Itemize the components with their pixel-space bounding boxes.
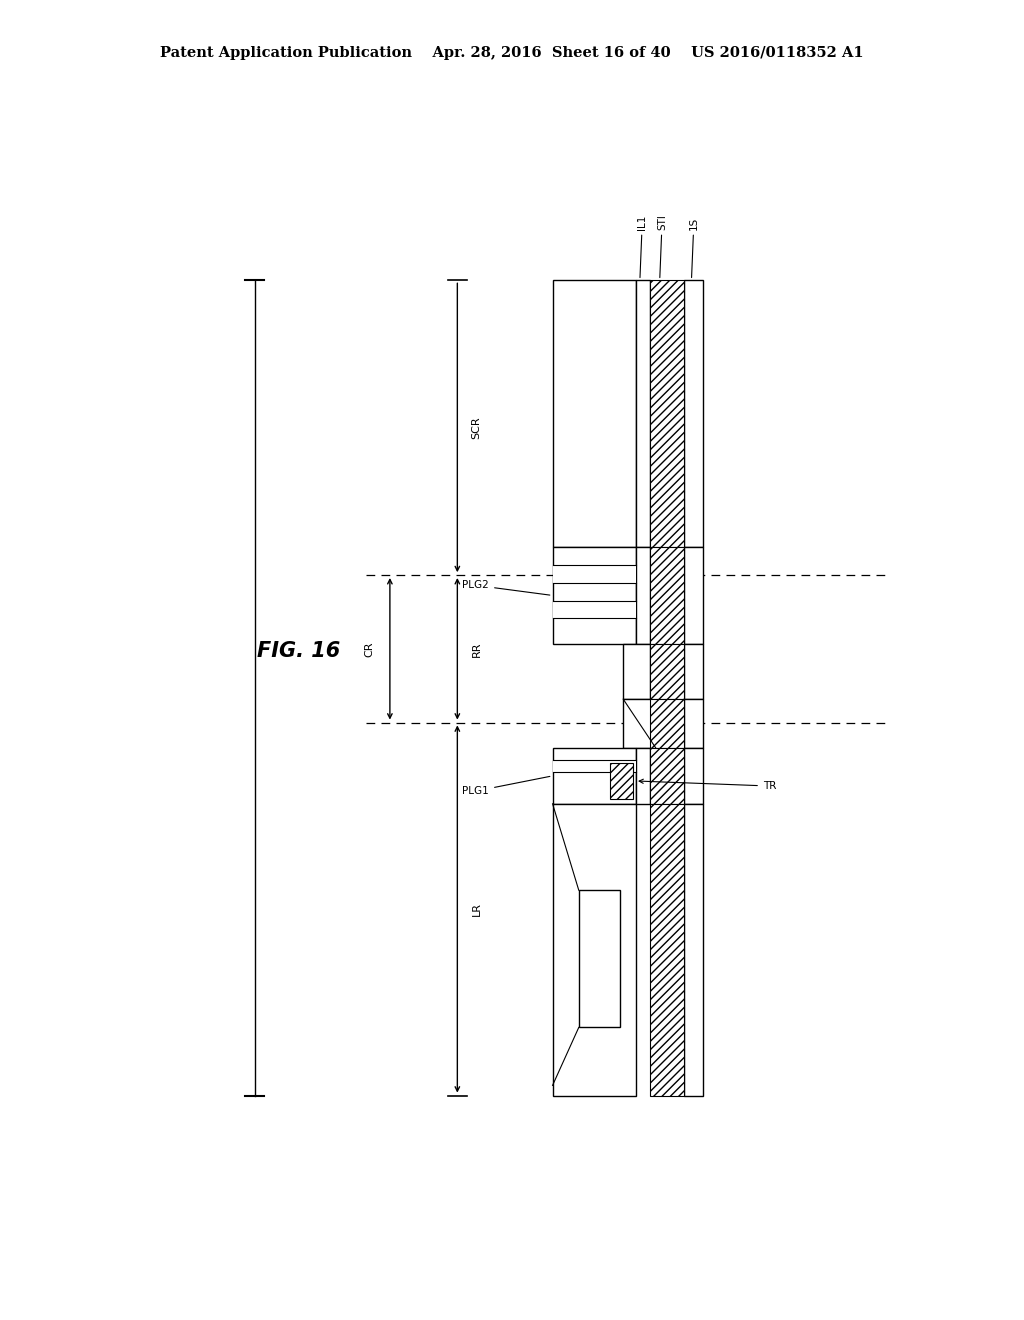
Bar xyxy=(553,804,636,1096)
Text: CR: CR xyxy=(364,642,374,656)
Text: PLG2: PLG2 xyxy=(463,581,550,595)
Bar xyxy=(684,644,703,700)
Bar xyxy=(684,546,703,644)
Bar xyxy=(650,748,684,804)
Bar xyxy=(579,890,620,1027)
Bar xyxy=(650,804,684,1096)
Bar xyxy=(553,546,636,644)
Bar xyxy=(650,700,684,748)
Text: IL1: IL1 xyxy=(637,214,647,277)
Text: Patent Application Publication    Apr. 28, 2016  Sheet 16 of 40    US 2016/01183: Patent Application Publication Apr. 28, … xyxy=(160,46,864,59)
Bar xyxy=(636,748,650,804)
Bar xyxy=(553,748,636,804)
Bar xyxy=(650,644,684,700)
Bar xyxy=(609,763,633,799)
Text: TR: TR xyxy=(639,779,776,791)
Text: FIG. 16: FIG. 16 xyxy=(257,642,340,661)
Bar xyxy=(624,644,650,700)
Bar xyxy=(650,546,684,644)
Bar xyxy=(684,748,703,804)
Text: STI: STI xyxy=(657,214,667,277)
Bar xyxy=(636,280,650,546)
Bar xyxy=(553,565,636,583)
Text: LR: LR xyxy=(472,902,481,916)
Bar xyxy=(650,280,684,546)
Bar xyxy=(553,760,636,772)
Text: 1S: 1S xyxy=(689,216,698,277)
Text: RR: RR xyxy=(472,642,481,656)
Bar xyxy=(624,700,655,748)
Text: PLG1: PLG1 xyxy=(463,776,550,796)
Bar xyxy=(636,546,650,644)
Bar xyxy=(684,280,703,546)
Bar xyxy=(553,280,636,546)
Bar xyxy=(684,700,703,748)
Bar xyxy=(684,804,703,1096)
Bar xyxy=(553,601,636,618)
Text: SCR: SCR xyxy=(472,416,481,440)
